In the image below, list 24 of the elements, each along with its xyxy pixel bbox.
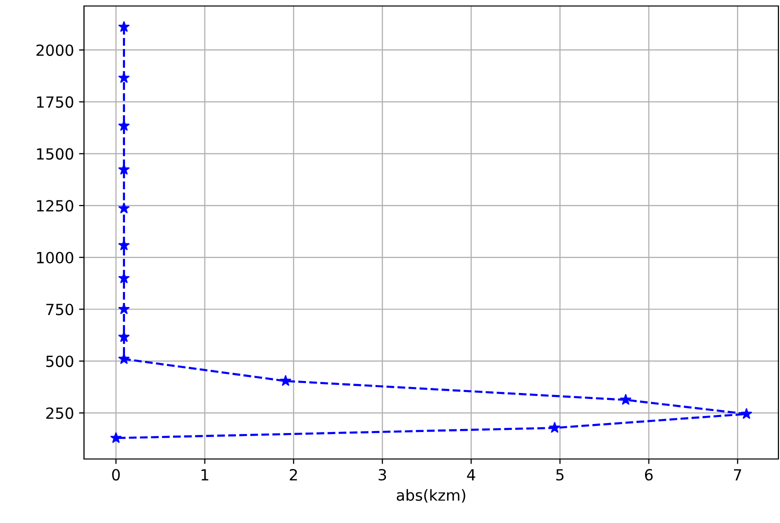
point [110,432,122,444]
y-tick-label: 750 [46,304,74,316]
y-tick-label: 1250 [37,200,74,212]
x-tick-label: 6 [644,468,653,481]
y-tick-label: 1000 [37,252,74,264]
y-tick-label: 500 [46,356,74,368]
y-tick-label: 1750 [37,96,74,108]
point [280,374,292,386]
y-tick-label: 1500 [37,148,74,160]
x-tick-label: 0 [112,468,120,481]
x-tick-label: 4 [467,469,476,480]
x-tick-label: 3 [378,468,386,481]
x-tick-label: 5 [556,469,564,481]
point [118,20,130,32]
y-tick-label: 250 [46,407,74,419]
y-tick-label: 2000 [36,44,74,56]
x-tick-label: 7 [734,469,742,480]
point [548,422,560,433]
point [740,408,752,420]
point [620,394,632,405]
x-tick-label: 2 [290,468,297,480]
point [118,202,130,214]
x-tick-label: 1 [202,469,208,480]
x-axis-title: abs(kzm) [396,489,466,503]
